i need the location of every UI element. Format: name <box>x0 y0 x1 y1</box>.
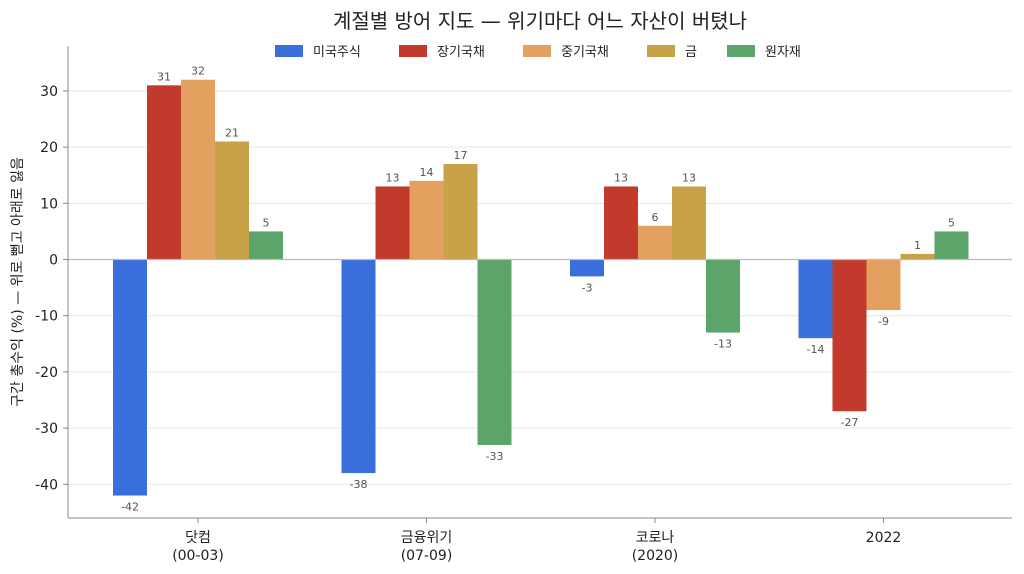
bar <box>147 85 181 260</box>
data-label: 14 <box>420 166 434 179</box>
y-tick-label: 30 <box>40 84 58 100</box>
bar <box>409 180 444 260</box>
y-tick-label: 0 <box>49 253 58 269</box>
bar <box>249 231 283 260</box>
data-label: 13 <box>614 171 628 184</box>
data-label: 1 <box>914 239 921 252</box>
x-tick-label: (2020) <box>632 548 679 564</box>
bar <box>638 225 672 260</box>
bar <box>570 259 604 277</box>
legend-label: 중기국채 <box>561 45 609 60</box>
data-label: -27 <box>841 416 859 429</box>
data-labels: -42 31 32 21 5 -38 13 14 17 -33 -3 13 6 13 -13 -14 -27 -9… <box>121 65 955 514</box>
data-label: -3 <box>582 281 593 294</box>
data-label: 13 <box>682 171 696 184</box>
data-label: 21 <box>225 127 239 140</box>
legend-label: 금 <box>685 45 697 60</box>
bar <box>866 259 901 311</box>
legend: 미국주식 장기국채 중기국채 금 원자재 <box>275 45 801 60</box>
x-tick-label: 코로나 <box>636 530 675 546</box>
y-axis-label: 구간 총수익 (%) — 위로 뻗고 아래로 잃음 <box>10 157 26 407</box>
legend-swatch <box>647 45 675 57</box>
bar <box>900 253 935 260</box>
bar <box>604 186 638 260</box>
data-label: -9 <box>878 315 889 328</box>
data-label: 31 <box>157 70 171 83</box>
chart-title: 계절별 방어 지도 — 위기마다 어느 자산이 버텼나 <box>333 9 747 33</box>
bar <box>113 259 147 496</box>
data-label: 6 <box>652 211 659 224</box>
bars <box>113 79 969 496</box>
legend-swatch <box>275 45 303 57</box>
bar <box>341 259 376 474</box>
x-tick-label: 닷컴 <box>185 530 211 546</box>
y-tick-label: -40 <box>35 477 58 493</box>
y-tick-label: -20 <box>35 365 58 381</box>
legend-label: 미국주식 <box>313 45 361 60</box>
y-tick-label: -10 <box>35 309 58 325</box>
bar <box>934 231 969 260</box>
data-label: -42 <box>121 501 139 514</box>
bar <box>477 259 512 445</box>
bar <box>672 186 706 260</box>
x-tick-label: 2022 <box>866 530 902 546</box>
bar <box>798 259 833 339</box>
x-tick-label: (00-03) <box>172 548 224 564</box>
legend-label: 장기국채 <box>437 45 485 60</box>
data-label: -14 <box>807 343 825 356</box>
data-label: -33 <box>486 450 504 463</box>
bar <box>706 259 740 333</box>
y-tick-label: 10 <box>40 196 58 212</box>
data-label: 17 <box>454 149 468 162</box>
data-label: -13 <box>714 338 732 351</box>
axes: -40 -30 -20 -10 0 10 20 30 닷컴 (00-03) 금융위기 (07-09) 코… <box>35 46 1012 564</box>
data-label: 5 <box>948 216 955 229</box>
bar <box>181 79 215 260</box>
y-tick-label: -30 <box>35 421 58 437</box>
data-label: 32 <box>191 65 205 78</box>
legend-swatch <box>727 45 755 57</box>
bar <box>443 164 478 260</box>
bar <box>832 259 867 412</box>
legend-label: 원자재 <box>765 45 801 60</box>
data-label: 5 <box>263 216 270 229</box>
y-tick-label: 20 <box>40 140 58 156</box>
x-tick-label: 금융위기 <box>401 530 453 546</box>
data-label: -38 <box>350 478 368 491</box>
bar <box>215 141 249 260</box>
legend-swatch <box>399 45 427 57</box>
data-label: 13 <box>386 171 400 184</box>
bar <box>375 186 410 260</box>
x-tick-label: (07-09) <box>401 548 453 564</box>
legend-swatch <box>523 45 551 57</box>
